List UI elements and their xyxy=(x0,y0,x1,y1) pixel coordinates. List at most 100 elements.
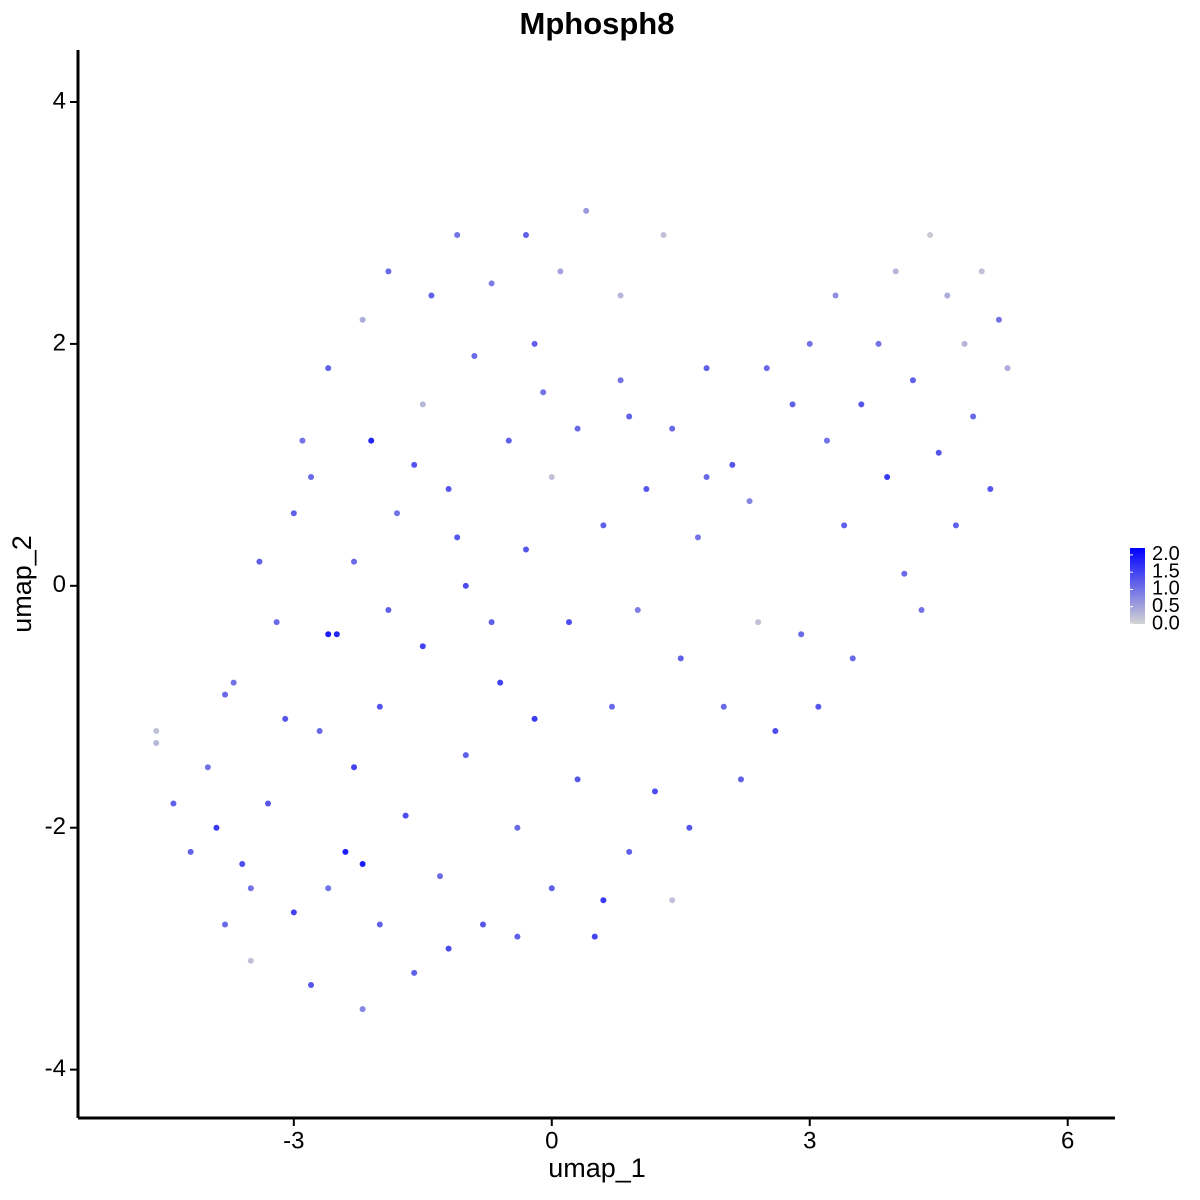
point xyxy=(970,413,977,420)
point xyxy=(445,945,452,952)
point xyxy=(428,292,435,299)
point xyxy=(772,727,779,734)
point xyxy=(798,631,805,638)
point xyxy=(531,715,538,722)
point xyxy=(677,655,684,662)
point xyxy=(239,861,246,868)
point xyxy=(935,449,942,456)
y-tick-label: 2 xyxy=(53,329,66,356)
point xyxy=(737,776,744,783)
point xyxy=(273,619,280,626)
x-axis-title: umap_1 xyxy=(548,1153,646,1183)
point xyxy=(669,897,676,904)
point xyxy=(256,558,263,565)
point xyxy=(265,800,272,807)
y-axis-title: umap_2 xyxy=(7,535,37,633)
point xyxy=(290,909,297,916)
point xyxy=(901,570,908,577)
point xyxy=(574,425,581,432)
point xyxy=(247,885,254,892)
point xyxy=(479,921,486,928)
y-tick-label: -4 xyxy=(45,1055,66,1082)
point xyxy=(419,401,426,408)
point xyxy=(557,268,564,275)
point xyxy=(729,461,736,468)
point xyxy=(918,607,925,614)
point xyxy=(153,727,160,734)
point xyxy=(548,885,555,892)
point xyxy=(505,437,512,444)
point xyxy=(342,848,349,855)
point xyxy=(290,510,297,517)
point xyxy=(763,365,770,372)
point xyxy=(978,268,985,275)
point xyxy=(471,353,478,360)
point xyxy=(222,921,229,928)
point xyxy=(308,473,315,480)
point xyxy=(755,619,762,626)
point xyxy=(247,957,254,964)
point xyxy=(531,340,538,347)
point xyxy=(574,776,581,783)
point xyxy=(462,582,469,589)
point xyxy=(359,1006,366,1013)
point xyxy=(454,534,461,541)
y-tick-label: 4 xyxy=(53,87,66,114)
point xyxy=(325,365,332,372)
point xyxy=(669,425,676,432)
point xyxy=(686,824,693,831)
point xyxy=(961,340,968,347)
point xyxy=(514,933,521,940)
point xyxy=(875,340,882,347)
point xyxy=(746,498,753,505)
point xyxy=(514,824,521,831)
point xyxy=(359,316,366,323)
point xyxy=(230,679,237,686)
chart-title: Mphosph8 xyxy=(520,6,675,41)
x-tick-label: 0 xyxy=(545,1127,558,1154)
point xyxy=(600,522,607,529)
point xyxy=(385,268,392,275)
point xyxy=(841,522,848,529)
point xyxy=(488,619,495,626)
point xyxy=(308,981,315,988)
colorbar-tick-label: 2.0 xyxy=(1152,543,1180,565)
colorbar-tick-label: 0.5 xyxy=(1152,595,1180,617)
point xyxy=(488,280,495,287)
point xyxy=(626,848,633,855)
point xyxy=(299,437,306,444)
point xyxy=(437,873,444,880)
point xyxy=(617,292,624,299)
point xyxy=(583,207,590,214)
point xyxy=(987,486,994,493)
point xyxy=(282,715,289,722)
point xyxy=(703,365,710,372)
x-tick-label: -3 xyxy=(283,1127,304,1154)
point xyxy=(660,232,667,239)
x-tick-label: 6 xyxy=(1061,1127,1074,1154)
point xyxy=(385,607,392,614)
point xyxy=(995,316,1002,323)
point xyxy=(849,655,856,662)
point xyxy=(454,232,461,239)
point xyxy=(411,969,418,976)
point xyxy=(617,377,624,384)
point xyxy=(359,861,366,868)
point xyxy=(600,897,607,904)
point xyxy=(806,340,813,347)
point xyxy=(222,691,229,698)
point xyxy=(626,413,633,420)
point xyxy=(522,232,529,239)
point xyxy=(445,486,452,493)
point xyxy=(548,473,555,480)
point xyxy=(411,461,418,468)
point xyxy=(1004,365,1011,372)
point xyxy=(376,921,383,928)
point xyxy=(462,752,469,759)
point xyxy=(394,510,401,517)
point xyxy=(333,631,340,638)
y-tick-label: 0 xyxy=(53,571,66,598)
point xyxy=(608,703,615,710)
point xyxy=(643,486,650,493)
